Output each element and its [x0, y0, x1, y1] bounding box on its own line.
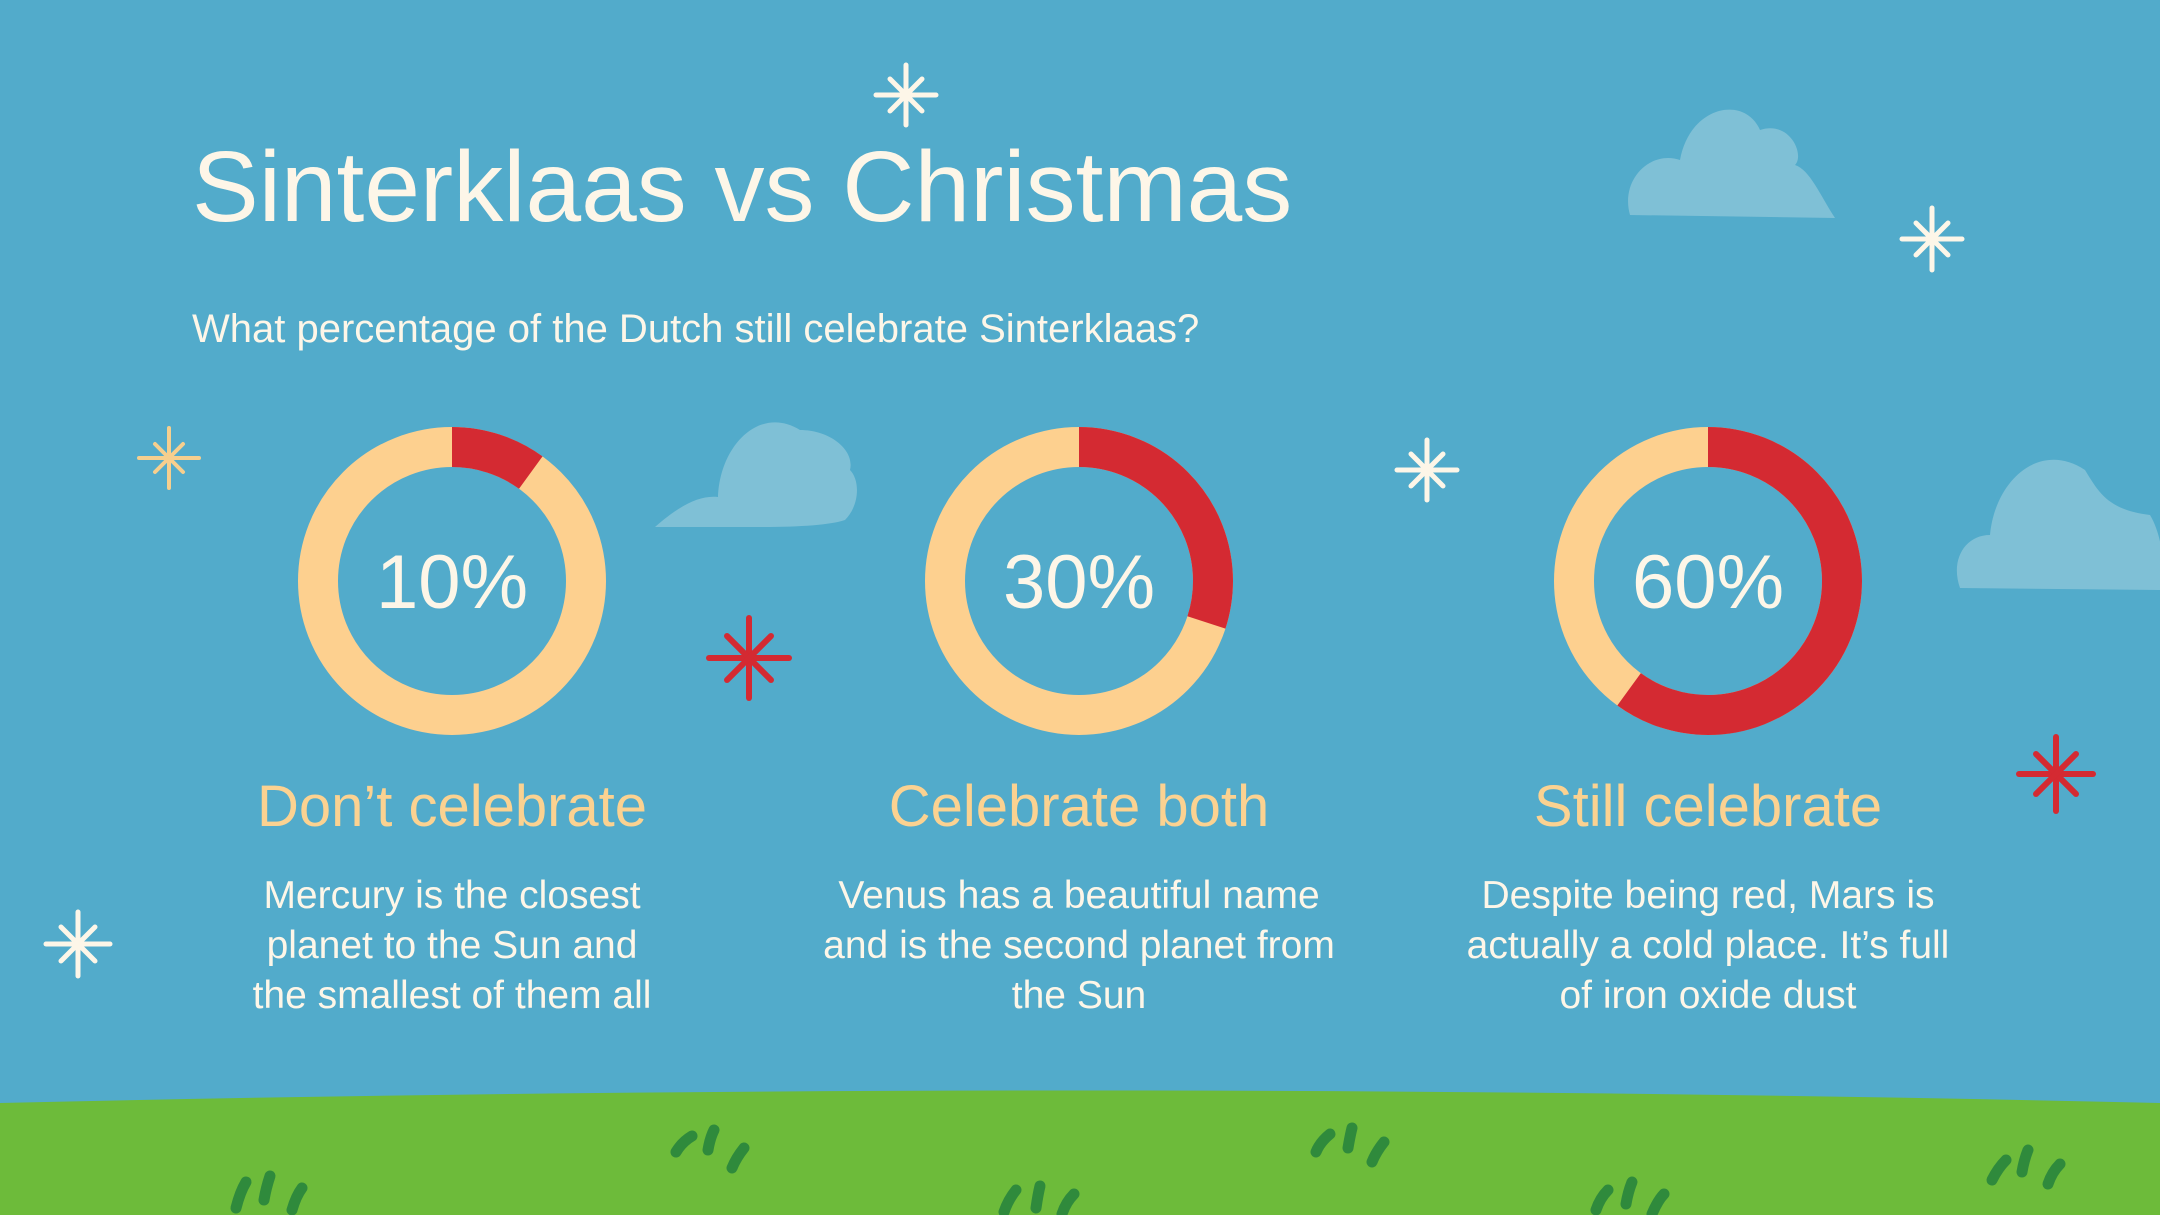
- sparkle-icon: [706, 615, 792, 701]
- donut-segment-3: [1554, 427, 1862, 735]
- grass-tuft-icon: [230, 1170, 308, 1215]
- category-description: Despite being red, Mars is actually a co…: [1466, 874, 1950, 1017]
- cloud-icon: [1956, 459, 2160, 590]
- grass-ground: [0, 1090, 2160, 1215]
- category-title-still-celebrate: Still celebrate: [1533, 774, 1883, 839]
- grass-tuft-icon: [1590, 1176, 1670, 1215]
- grass-tuft-icon: [1986, 1144, 2066, 1190]
- donut-charts: [298, 427, 1862, 735]
- grass-tuft-icon: [998, 1180, 1080, 1215]
- donut-label-2: 30%: [1002, 540, 1156, 625]
- donut-segment-2: [925, 427, 1233, 735]
- cloud-icon: [1628, 109, 1835, 218]
- category-description: Mercury is the closest planet to the Sun…: [252, 874, 652, 1017]
- category-title-celebrate-both: Celebrate both: [888, 774, 1270, 839]
- donut-segment-1: [298, 427, 606, 735]
- cloud-icon: [655, 422, 857, 527]
- sparkle-icon: [43, 909, 113, 979]
- donut-label-1: 10%: [375, 540, 529, 625]
- grass-tuft-icon: [1310, 1122, 1390, 1168]
- category-description: Venus has a beautiful name and is the se…: [823, 874, 1335, 1017]
- sparkle-icon: [137, 426, 201, 490]
- slide-subtitle: What percentage of the Dutch still celeb…: [192, 307, 1200, 351]
- sparkle-icon: [1899, 205, 1965, 273]
- sparkle-icon: [1394, 437, 1460, 503]
- grass-tuft-icon: [670, 1124, 750, 1174]
- sparkle-icon: [873, 62, 939, 128]
- slide-title: Sinterklaas vs Christmas: [192, 131, 1293, 243]
- category-title-dont-celebrate: Don’t celebrate: [256, 774, 648, 839]
- sparkle-icon: [2016, 734, 2096, 814]
- donut-label-3: 60%: [1631, 540, 1785, 625]
